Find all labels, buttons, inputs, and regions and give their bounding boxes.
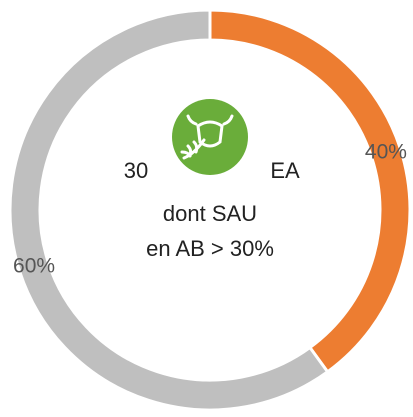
donut-segment xyxy=(8,8,330,412)
icon xyxy=(172,99,248,175)
donut-segment xyxy=(208,8,412,374)
center-number: 30 xyxy=(124,158,148,183)
icon-cow xyxy=(186,114,234,148)
center-unit: EA xyxy=(270,158,300,183)
icon-wheat xyxy=(180,138,206,160)
data-label: 60% xyxy=(13,255,55,278)
icon-circle xyxy=(172,99,248,175)
center-line: dont SAU xyxy=(163,201,257,226)
center-line: en AB > 30% xyxy=(146,236,274,261)
donut xyxy=(8,8,412,412)
data-label: 40% xyxy=(365,140,407,163)
